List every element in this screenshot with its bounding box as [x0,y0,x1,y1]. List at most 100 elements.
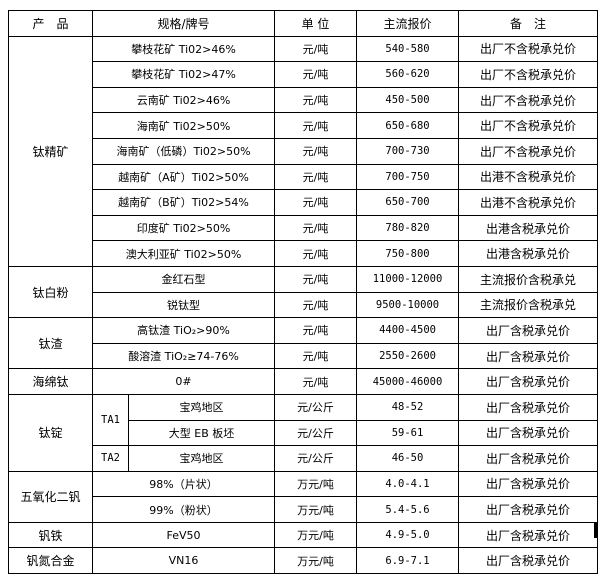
price-cell: 5.4-5.6 [356,496,460,523]
note-cell: 出厂不含税承兑价 [458,112,599,139]
product-cell: 钛白粉 [8,265,93,319]
table-row: 海南矿（低磷）Ti02>50% 元/吨 700-730 出厂不含税承兑价 [9,137,599,165]
table-row: 钛精矿 攀枝花矿 Ti02>46% 元/吨 540-580 出厂不含税承兑价 [8,35,599,267]
grade-cell: TA2 [92,445,129,472]
note-cell: 出港含税承兑价 [458,240,599,267]
price-cell: 48-52 [356,393,460,421]
table-row: 钛渣 高钛渣 TiO₂>90% 元/吨 4400-4500 出厂含税承兑价 [8,317,599,370]
product-cell: 钒氮合金 [8,547,93,575]
product-cell: 海绵钛 [8,368,93,395]
unit-cell: 元/吨 [274,35,358,63]
unit-cell: 元/吨 [274,265,358,293]
header-product: 产 品 [8,10,93,37]
note-cell: 主流报价含税承兑 [458,291,599,319]
spec-cell: 酸溶渣 TiO₂≥74-76% [91,342,276,370]
grade-cell: TA1 [92,393,129,447]
unit-cell: 元/吨 [274,342,358,370]
spec-cell: 海南矿（低磷）Ti02>50% [91,137,276,165]
table-row: 印度矿 Ti02>50% 元/吨 780-820 出港含税承兑价 [9,214,599,242]
spec-cell: 大型 EB 板坯 [127,419,276,447]
product-cell: 五氧化二钒 [8,470,93,523]
unit-cell: 万元/吨 [274,496,358,523]
table-row: 越南矿（A矿）Ti02>50% 元/吨 700-750 出港不含税承兑价 [9,163,599,191]
spec-cell: 金红石型 [91,265,276,293]
spec-cell: 锐钛型 [91,291,276,319]
price-cell: 6.9-7.1 [356,547,460,575]
price-cell: 650-700 [356,189,460,216]
price-table: 产 品规格/牌号单 位主流报价备 注钛精矿 攀枝花矿 Ti02>46% 元/吨 540… [8,10,599,575]
price-cell: 59-61 [356,419,460,447]
note-cell: 出厂不含税承兑价 [458,86,599,114]
price-cell: 11000-12000 [356,265,460,293]
spec-cell: 0# [91,368,276,395]
note-cell: 出港不含税承兑价 [458,163,599,191]
note-cell: 出厂含税承兑价 [458,419,599,447]
note-cell: 出厂含税承兑价 [458,496,599,523]
header-note: 备 注 [458,10,599,37]
spec-cell: 印度矿 Ti02>50% [91,214,276,242]
table-row: 攀枝花矿 Ti02>47% 元/吨 560-620 出厂不含税承兑价 [9,61,599,88]
price-cell: 46-50 [356,445,460,472]
header-unit: 单 位 [274,10,358,37]
product-cell: 钛精矿 [8,35,93,267]
note-cell: 主流报价含税承兑 [458,265,599,293]
note-cell: 出厂不含税承兑价 [458,35,599,63]
header-spec: 规格/牌号 [91,10,276,37]
price-cell: 700-750 [356,163,460,191]
spec-cell: 越南矿（B矿）Ti02>54% [91,189,276,216]
spec-cell: 云南矿 Ti02>46% [91,86,276,114]
note-cell: 出港含税承兑价 [458,214,599,242]
spec-cell: 澳大利亚矿 Ti02>50% [91,240,276,267]
unit-cell: 元/吨 [274,214,358,242]
unit-cell: 万元/吨 [274,547,358,575]
table-row: 钒铁 FeV50 万元/吨 4.9-5.0 出厂含税承兑价 [8,521,599,549]
table-row: 五氧化二钒 98%（片状） 万元/吨 4.0-4.1 出厂含税承兑价 [8,470,599,523]
table-row: 澳大利亚矿 Ti02>50% 元/吨 750-800 出港含税承兑价 [9,240,599,267]
spec-cell: 越南矿（A矿）Ti02>50% [91,163,276,191]
spec-cell: 宝鸡地区 [127,393,276,421]
note-cell: 出厂含税承兑价 [458,317,599,344]
note-cell: 出厂含税承兑价 [458,368,599,395]
header-price: 主流报价 [356,10,460,37]
unit-cell: 元/吨 [274,137,358,165]
unit-cell: 元/吨 [274,61,358,88]
spec-cell: 攀枝花矿 Ti02>46% [91,35,276,63]
price-cell: 750-800 [356,240,460,267]
price-cell: 780-820 [356,214,460,242]
table-row: 海绵钛 0# 元/吨 45000-46000 出厂含税承兑价 [8,368,599,395]
unit-cell: 元/吨 [274,317,358,344]
unit-cell: 万元/吨 [274,521,358,549]
note-cell: 出港不含税承兑价 [458,189,599,216]
unit-cell: 元/吨 [274,163,358,191]
spec-cell: 攀枝花矿 Ti02>47% [91,61,276,88]
price-cell: 4.9-5.0 [356,521,460,549]
product-cell: 钒铁 [8,521,93,549]
table-row: 大型 EB 板坯 元/公斤 59-61 出厂含税承兑价 [9,419,599,447]
edge-mark [594,522,597,538]
unit-cell: 万元/吨 [274,470,358,498]
note-cell: 出厂含税承兑价 [458,470,599,498]
table-row: 99%（粉状） 万元/吨 5.4-5.6 出厂含税承兑价 [9,496,599,523]
price-cell: 4400-4500 [356,317,460,344]
unit-cell: 元/公斤 [274,419,358,447]
price-cell: 650-680 [356,112,460,139]
table-row: 锐钛型 元/吨 9500-10000 主流报价含税承兑 [9,291,599,319]
table-row: 越南矿（B矿）Ti02>54% 元/吨 650-700 出港不含税承兑价 [9,189,599,216]
table-row: 钛锭 TA1 宝鸡地区 元/公斤 48-52 出厂含税承兑价 [8,393,599,472]
price-cell: 9500-10000 [356,291,460,319]
unit-cell: 元/吨 [274,291,358,319]
spec-cell: VN16 [91,547,276,575]
unit-cell: 元/吨 [274,189,358,216]
unit-cell: 元/吨 [274,112,358,139]
spec-cell: 高钛渣 TiO₂>90% [91,317,276,344]
spec-cell: 宝鸡地区 [127,445,276,472]
unit-cell: 元/吨 [274,86,358,114]
table-row: 酸溶渣 TiO₂≥74-76% 元/吨 2550-2600 出厂含税承兑价 [9,342,599,370]
price-cell: 540-580 [356,35,460,63]
table-row: 钒氮合金 VN16 万元/吨 6.9-7.1 出厂含税承兑价 [8,547,599,575]
price-cell: 4.0-4.1 [356,470,460,498]
price-cell: 450-500 [356,86,460,114]
spec-cell: FeV50 [91,521,276,549]
note-cell: 出厂不含税承兑价 [458,137,599,165]
price-cell: 45000-46000 [356,368,460,395]
